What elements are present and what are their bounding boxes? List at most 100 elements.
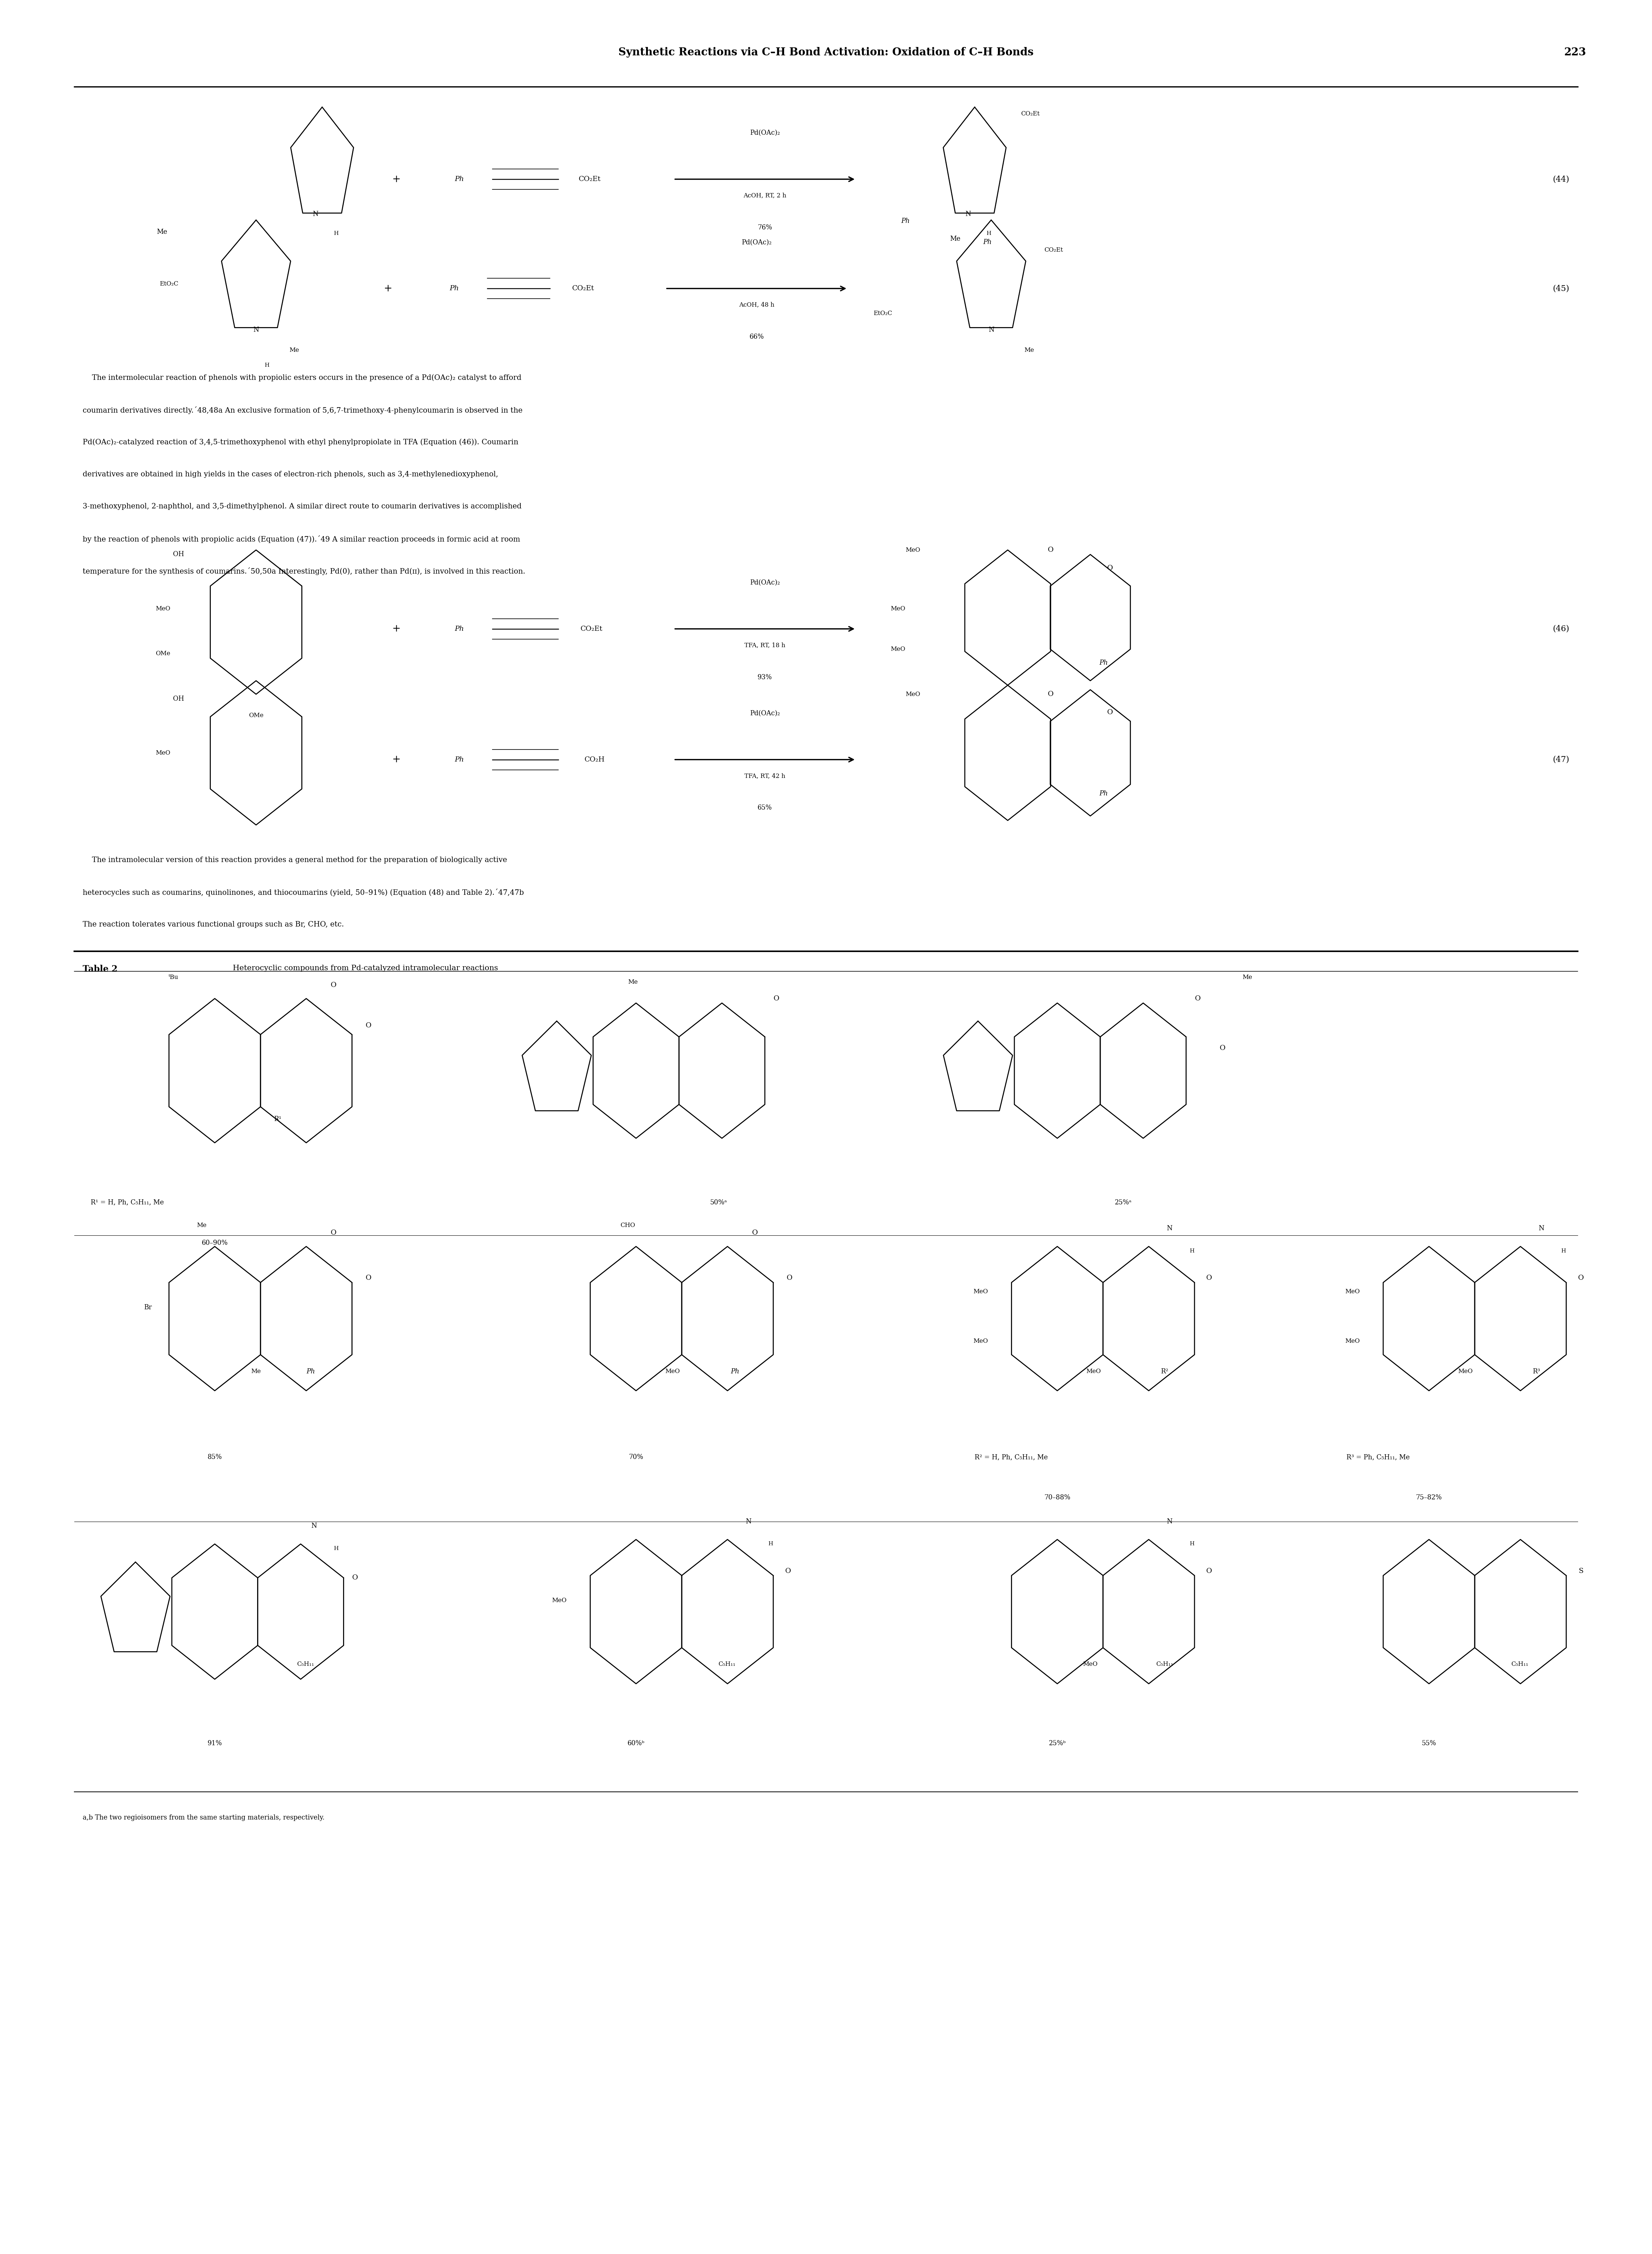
Text: Ph: Ph — [454, 176, 464, 183]
Text: H: H — [986, 232, 991, 237]
Text: N: N — [253, 327, 259, 334]
Text: O: O — [1206, 1276, 1213, 1280]
Text: coumarin derivatives directly.´48,48a An exclusive formation of 5,6,7-trimethoxy: coumarin derivatives directly.´48,48a An… — [83, 406, 522, 415]
Text: MeO: MeO — [155, 606, 170, 611]
Text: MeO: MeO — [973, 1339, 988, 1343]
Text: H: H — [1189, 1249, 1194, 1253]
Text: The intramolecular version of this reaction provides a general method for the pr: The intramolecular version of this react… — [83, 857, 507, 863]
Text: H: H — [1189, 1542, 1194, 1546]
Text: H: H — [1561, 1249, 1566, 1253]
Text: O: O — [785, 1569, 791, 1573]
Text: 55%: 55% — [1422, 1740, 1436, 1747]
Text: 75–82%: 75–82% — [1416, 1494, 1442, 1501]
Text: Me: Me — [1024, 347, 1034, 354]
Text: 223: 223 — [1564, 47, 1586, 56]
Text: Synthetic Reactions via C–H Bond Activation: Oxidation of C–H Bonds: Synthetic Reactions via C–H Bond Activat… — [618, 47, 1034, 56]
Text: 93%: 93% — [758, 674, 771, 681]
Text: N: N — [312, 212, 319, 216]
Text: O: O — [1578, 1276, 1584, 1280]
Text: Ph: Ph — [449, 286, 459, 291]
Text: 76%: 76% — [758, 225, 771, 230]
Text: O: O — [773, 996, 780, 1001]
Text: +: + — [392, 755, 401, 764]
Text: EtO₂C: EtO₂C — [874, 311, 892, 316]
Text: The intermolecular reaction of phenols with propiolic esters occurs in the prese: The intermolecular reaction of phenols w… — [83, 374, 522, 381]
Text: CO₂Et: CO₂Et — [580, 627, 603, 631]
Text: 65%: 65% — [758, 805, 771, 811]
Text: O: O — [1194, 996, 1201, 1001]
Text: derivatives are obtained in high yields in the cases of electron-rich phenols, s: derivatives are obtained in high yields … — [83, 471, 499, 478]
Text: H: H — [334, 232, 339, 237]
Text: H: H — [264, 363, 269, 367]
Text: Ph: Ph — [454, 627, 464, 631]
Text: O: O — [1107, 566, 1113, 570]
Text: 66%: 66% — [750, 334, 763, 340]
Text: N: N — [1166, 1519, 1173, 1524]
Text: O: O — [1047, 548, 1054, 552]
Text: C₅H₁₁: C₅H₁₁ — [1156, 1661, 1173, 1668]
Text: C₅H₁₁: C₅H₁₁ — [719, 1661, 735, 1668]
Text: H: H — [334, 1546, 339, 1551]
Text: 25%ᵇ: 25%ᵇ — [1049, 1740, 1066, 1747]
Text: ᵗBu: ᵗBu — [169, 974, 178, 980]
Text: CO₂Et: CO₂Et — [578, 176, 601, 183]
Text: OH: OH — [173, 552, 183, 557]
Text: CHO: CHO — [621, 1222, 634, 1228]
Text: OMe: OMe — [249, 712, 263, 719]
Text: 60–90%: 60–90% — [202, 1240, 228, 1246]
Text: R³: R³ — [1533, 1368, 1540, 1375]
Text: MeO: MeO — [552, 1598, 567, 1603]
Text: AcOH, RT, 2 h: AcOH, RT, 2 h — [743, 194, 786, 198]
Text: N: N — [1538, 1226, 1545, 1231]
Text: Pd(OAc)₂-catalyzed reaction of 3,4,5-trimethoxyphenol with ethyl phenylpropiolat: Pd(OAc)₂-catalyzed reaction of 3,4,5-tri… — [83, 440, 519, 446]
Text: +: + — [383, 284, 393, 293]
Text: MeO: MeO — [890, 647, 905, 651]
Text: O: O — [352, 1576, 358, 1580]
Text: O: O — [1107, 710, 1113, 715]
Text: O: O — [1219, 1046, 1226, 1050]
Text: MeO: MeO — [905, 548, 920, 552]
Text: Pd(OAc)₂: Pd(OAc)₂ — [750, 579, 780, 586]
Text: TFA, RT, 18 h: TFA, RT, 18 h — [745, 642, 785, 649]
Text: C₅H₁₁: C₅H₁₁ — [297, 1661, 314, 1668]
Text: 3-methoxyphenol, 2-naphthol, and 3,5-dimethylphenol. A similar direct route to c: 3-methoxyphenol, 2-naphthol, and 3,5-dim… — [83, 503, 522, 509]
Text: N: N — [745, 1519, 752, 1524]
Text: 70–88%: 70–88% — [1044, 1494, 1070, 1501]
Text: temperature for the synthesis of coumarins.´50,50a Interestingly, Pd(0), rather : temperature for the synthesis of coumari… — [83, 568, 525, 575]
Text: (44): (44) — [1553, 176, 1569, 183]
Text: (45): (45) — [1553, 284, 1569, 293]
Text: MeO: MeO — [1345, 1339, 1360, 1343]
Text: C₅H₁₁: C₅H₁₁ — [1512, 1661, 1528, 1668]
Text: Ph: Ph — [454, 757, 464, 762]
Text: 85%: 85% — [208, 1454, 221, 1461]
Text: Me: Me — [628, 978, 638, 985]
Text: Me: Me — [157, 230, 167, 234]
Text: R¹ = H, Ph, C₅H₁₁, Me: R¹ = H, Ph, C₅H₁₁, Me — [91, 1199, 164, 1206]
Text: TFA, RT, 42 h: TFA, RT, 42 h — [745, 773, 785, 780]
Text: MeO: MeO — [890, 606, 905, 611]
Text: MeO: MeO — [666, 1368, 679, 1375]
Text: Pd(OAc)₂: Pd(OAc)₂ — [742, 239, 771, 246]
Text: Heterocyclic compounds from Pd-catalyzed intramolecular reactions: Heterocyclic compounds from Pd-catalyzed… — [228, 965, 497, 971]
Text: O: O — [365, 1276, 372, 1280]
Text: MeO: MeO — [1084, 1661, 1097, 1668]
Text: Br: Br — [144, 1305, 152, 1310]
Text: The reaction tolerates various functional groups such as Br, CHO, etc.: The reaction tolerates various functiona… — [83, 922, 344, 929]
Text: Pd(OAc)₂: Pd(OAc)₂ — [750, 710, 780, 717]
Text: CO₂Et: CO₂Et — [1021, 110, 1039, 117]
Text: Ph: Ph — [1099, 660, 1108, 665]
Text: R² = H, Ph, C₅H₁₁, Me: R² = H, Ph, C₅H₁₁, Me — [975, 1454, 1047, 1461]
Text: Ph: Ph — [730, 1368, 740, 1375]
Text: Me: Me — [251, 1368, 261, 1375]
Text: O: O — [1206, 1569, 1213, 1573]
Text: R³ = Ph, C₅H₁₁, Me: R³ = Ph, C₅H₁₁, Me — [1346, 1454, 1409, 1461]
Text: Ph: Ph — [1099, 791, 1108, 796]
Text: MeO: MeO — [905, 692, 920, 696]
Text: Me: Me — [197, 1222, 206, 1228]
Text: N: N — [988, 327, 995, 334]
Text: O: O — [1047, 692, 1054, 696]
Text: AcOH, 48 h: AcOH, 48 h — [738, 302, 775, 309]
Text: O: O — [786, 1276, 793, 1280]
Text: O: O — [330, 1231, 337, 1235]
Text: 50%ᵃ: 50%ᵃ — [710, 1199, 727, 1206]
